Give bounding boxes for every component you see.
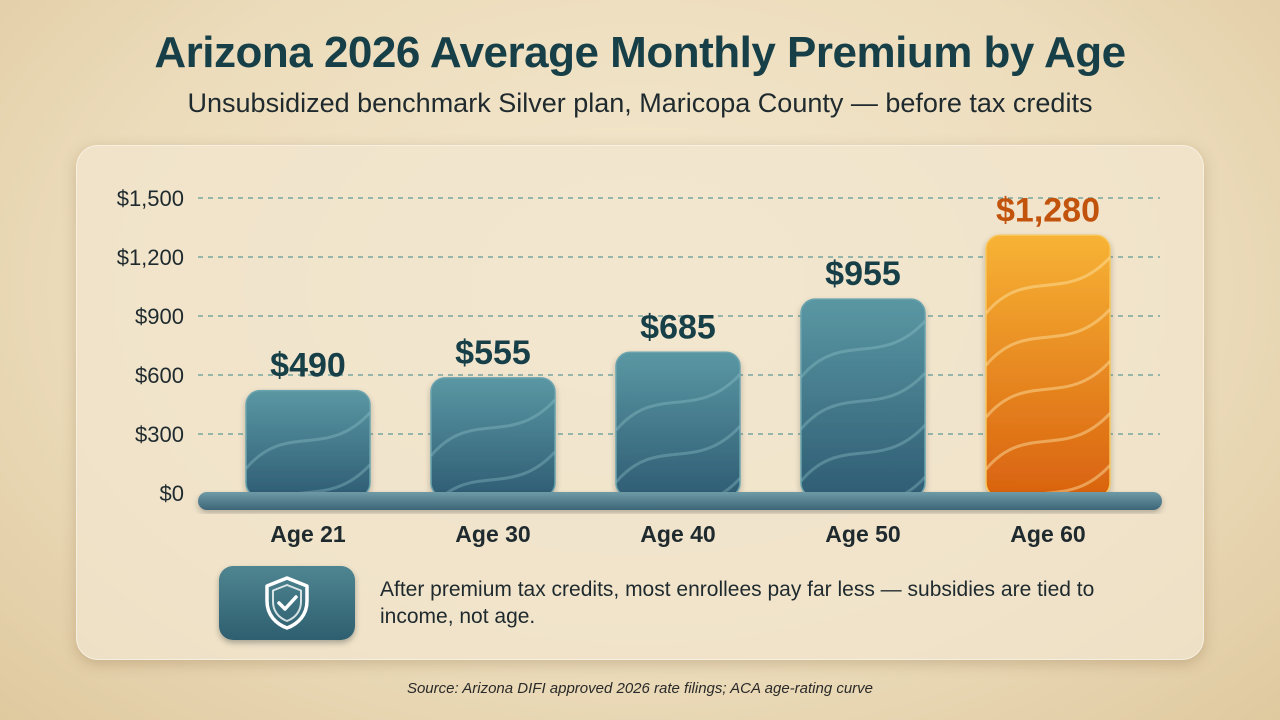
bar-group [985,234,1111,498]
note-text: After premium tax credits, most enrollee… [380,578,1095,628]
bar-value-label: $555 [455,334,531,372]
source-note: Source: Arizona DIFI approved 2026 rate … [406,680,874,697]
y-tick-label: $600 [135,363,184,388]
bar-value-label: $490 [270,347,346,385]
bar-wave-pattern [986,256,1110,497]
y-tick-label: $1,200 [117,245,184,270]
x-category-label: Age 40 [640,521,715,547]
bar-wave-pattern [801,320,925,497]
bar [800,298,926,498]
bar-wave-pattern [616,373,740,497]
bar-group [615,351,741,498]
y-tick-label: $900 [135,304,184,329]
bar [615,351,741,498]
x-category-label: Age 60 [1010,521,1085,547]
shield-check-icon [265,576,309,630]
chart-subtitle: Unsubsidized benchmark Silver plan, Mari… [187,88,1093,118]
chart-baseline [198,492,1162,510]
y-tick-label: $0 [160,481,184,506]
x-category-label: Age 21 [270,521,346,547]
y-tick-label: $1,500 [117,186,184,211]
bar-group [800,298,926,498]
bar-value-label: $955 [825,255,901,293]
chart-title: Arizona 2026 Average Monthly Premium by … [154,28,1126,77]
x-category-label: Age 30 [455,521,530,547]
bar-value-label: $1,280 [996,191,1100,229]
bar-value-label: $685 [640,308,716,346]
y-tick-label: $300 [135,422,184,447]
x-category-label: Age 50 [825,521,900,547]
note-badge [219,566,355,640]
